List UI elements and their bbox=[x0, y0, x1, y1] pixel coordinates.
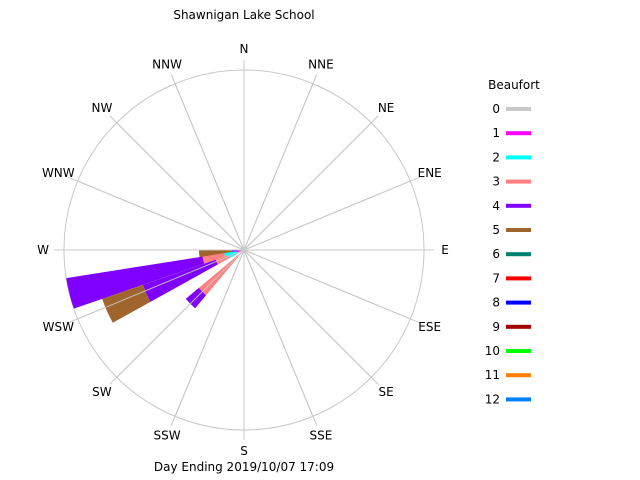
segment-beaufort-4 bbox=[232, 250, 239, 253]
legend-swatch bbox=[506, 131, 531, 136]
segment-beaufort-4 bbox=[66, 256, 205, 309]
legend-label: 4 bbox=[492, 199, 500, 213]
legend-label: 3 bbox=[492, 175, 500, 189]
legend-label: 12 bbox=[485, 392, 500, 406]
legend-entry-0: 0 bbox=[492, 102, 531, 116]
legend-label: 8 bbox=[492, 296, 500, 310]
chart-footer: Day Ending 2019/10/07 17:09 bbox=[154, 460, 334, 474]
direction-label-ne: NE bbox=[378, 101, 395, 115]
spoke-overlay bbox=[243, 180, 411, 251]
legend-label: 10 bbox=[485, 344, 500, 358]
spoke-overlay bbox=[243, 122, 372, 251]
legend-label: 2 bbox=[492, 150, 500, 164]
legend-label: 9 bbox=[492, 320, 500, 334]
spoke-overlay bbox=[77, 249, 245, 320]
wind-wedges bbox=[64, 70, 424, 430]
legend-swatch bbox=[506, 324, 531, 329]
chart-title: Shawnigan Lake School bbox=[173, 8, 314, 22]
legend-entry-3: 3 bbox=[492, 175, 531, 189]
spoke-overlay bbox=[116, 249, 245, 378]
direction-label-wsw: WSW bbox=[43, 320, 74, 334]
legend-swatch bbox=[506, 276, 531, 281]
direction-label-nnw: NNW bbox=[152, 57, 182, 71]
legend-swatch bbox=[506, 203, 531, 208]
spoke-overlay bbox=[174, 249, 245, 417]
legend-entry-7: 7 bbox=[492, 271, 531, 285]
direction-label-s: S bbox=[240, 444, 248, 458]
legend-entry-8: 8 bbox=[492, 296, 531, 310]
direction-label-wnw: WNW bbox=[42, 166, 75, 180]
direction-label-ene: ENE bbox=[418, 166, 442, 180]
direction-label-nw: NW bbox=[91, 101, 112, 115]
spoke-overlay bbox=[243, 249, 411, 320]
legend-label: 5 bbox=[492, 223, 500, 237]
legend-entry-10: 10 bbox=[485, 344, 531, 358]
legend-swatch bbox=[506, 252, 531, 257]
direction-label-w: W bbox=[37, 243, 49, 257]
spoke-overlay bbox=[243, 83, 314, 251]
spoke-overlay bbox=[174, 83, 245, 251]
segment-beaufort-3 bbox=[202, 253, 226, 264]
direction-label-sw: SW bbox=[92, 385, 112, 399]
legend-entry-5: 5 bbox=[492, 223, 531, 237]
legend-entry-12: 12 bbox=[485, 392, 531, 406]
legend-entry-4: 4 bbox=[492, 199, 531, 213]
direction-label-n: N bbox=[240, 42, 249, 56]
spoke-overlay bbox=[243, 249, 314, 417]
direction-label-e: E bbox=[441, 243, 449, 257]
legend-swatch bbox=[506, 228, 531, 232]
legend-swatch bbox=[506, 373, 531, 378]
direction-labels: N NNE NE ENE E ESE SE SSE S SSW SW WSW W WNW NW NNW bbox=[37, 42, 449, 458]
legend-entry-1: 1 bbox=[492, 126, 531, 140]
direction-label-se: SE bbox=[378, 385, 393, 399]
legend-label: 7 bbox=[492, 271, 500, 285]
legend-entry-11: 11 bbox=[485, 368, 531, 382]
legend-swatch bbox=[506, 300, 531, 305]
spoke-overlay bbox=[243, 249, 372, 378]
direction-label-sse: SSE bbox=[309, 429, 332, 443]
legend-entry-6: 6 bbox=[492, 247, 531, 261]
legend-entry-9: 9 bbox=[492, 320, 531, 334]
direction-label-ese: ESE bbox=[418, 320, 441, 334]
legend-label: 6 bbox=[492, 247, 500, 261]
direction-label-ssw: SSW bbox=[154, 429, 181, 443]
legend-entry-2: 2 bbox=[492, 150, 531, 164]
segment-beaufort-2 bbox=[224, 251, 237, 257]
center-dot bbox=[241, 247, 247, 253]
legend-label: 1 bbox=[492, 126, 500, 140]
segment-beaufort-4 bbox=[142, 259, 218, 302]
legend-swatch bbox=[506, 349, 531, 353]
direction-label-nne: NNE bbox=[308, 57, 334, 71]
spoke-overlay bbox=[116, 122, 245, 251]
spoke-overlay bbox=[77, 180, 245, 251]
legend-label: 0 bbox=[492, 102, 500, 116]
legend-swatch bbox=[506, 107, 531, 111]
legend-swatch bbox=[506, 155, 531, 160]
legend-swatch bbox=[506, 179, 531, 184]
legend-title: Beaufort bbox=[488, 78, 540, 92]
legend-label: 11 bbox=[485, 368, 500, 382]
legend-swatch bbox=[506, 397, 531, 402]
